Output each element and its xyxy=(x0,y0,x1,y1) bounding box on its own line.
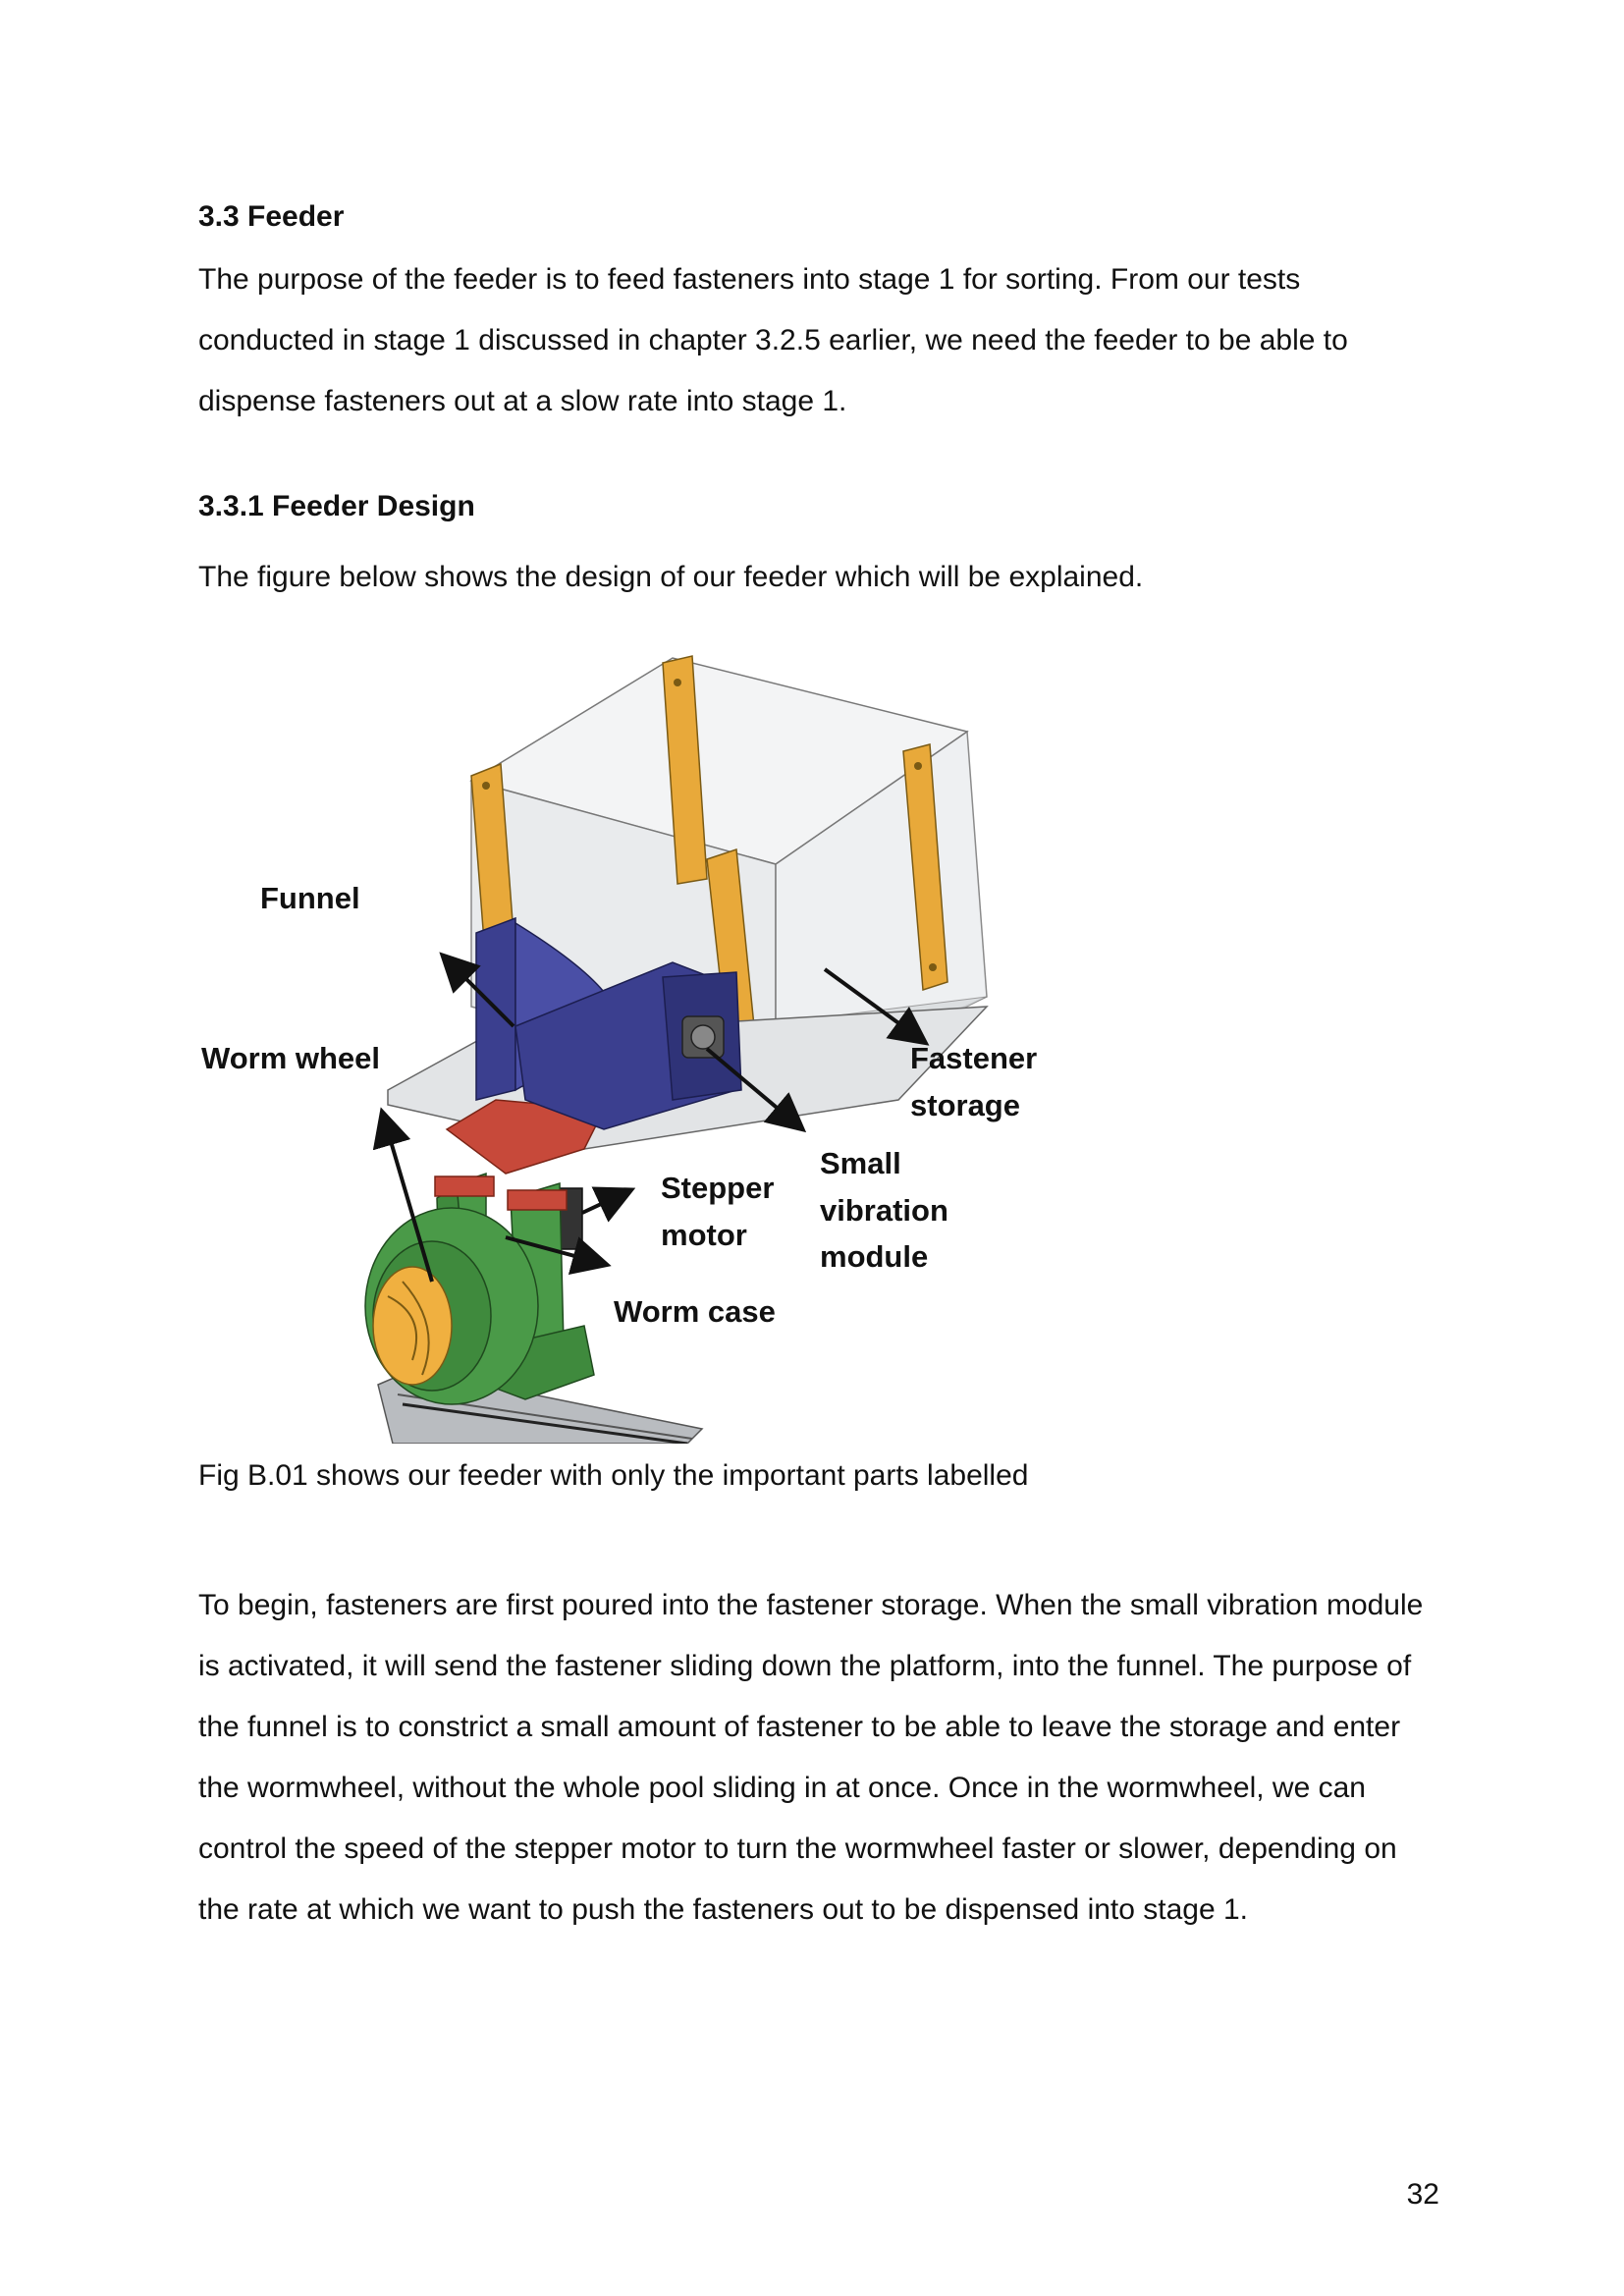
label-stepper-motor-line1: Stepper xyxy=(661,1171,774,1205)
label-worm-wheel: Worm wheel xyxy=(201,1041,380,1075)
body-paragraph: To begin, fasteners are first poured int… xyxy=(198,1589,1424,1926)
figure-arrows xyxy=(372,952,930,1283)
funnel-part xyxy=(475,916,742,1130)
label-small-vibration-line3: module xyxy=(820,1239,928,1274)
feeder-illustration: Funnel Worm wheel Fastener storage Small… xyxy=(201,655,1037,1444)
label-fastener-storage-line2: storage xyxy=(910,1088,1020,1122)
label-stepper-motor-line2: motor xyxy=(661,1218,747,1252)
vibration-module-part xyxy=(681,1015,725,1059)
label-small-vibration-line2: vibration xyxy=(820,1193,948,1228)
subsection-intro-paragraph: The figure below shows the design of our… xyxy=(198,561,1144,593)
red-bar xyxy=(445,1099,606,1175)
section-intro-paragraph: The purpose of the feeder is to feed fas… xyxy=(198,263,1348,417)
label-worm-case: Worm case xyxy=(614,1294,776,1329)
label-small-vibration-line1: Small xyxy=(820,1146,901,1180)
label-fastener-storage-line1: Fastener xyxy=(910,1041,1037,1075)
label-funnel: Funnel xyxy=(260,881,360,915)
section-heading: 3.3 Feeder xyxy=(198,200,345,233)
worm-wheel-part xyxy=(372,1266,453,1386)
figure-caption: Fig B.01 shows our feeder with only the … xyxy=(198,1459,1029,1492)
page-number: 32 xyxy=(1406,2178,1439,2211)
feeder-figure: Funnel Worm wheel Fastener storage Small… xyxy=(191,638,1075,1444)
subsection-heading: 3.3.1 Feeder Design xyxy=(198,490,475,522)
